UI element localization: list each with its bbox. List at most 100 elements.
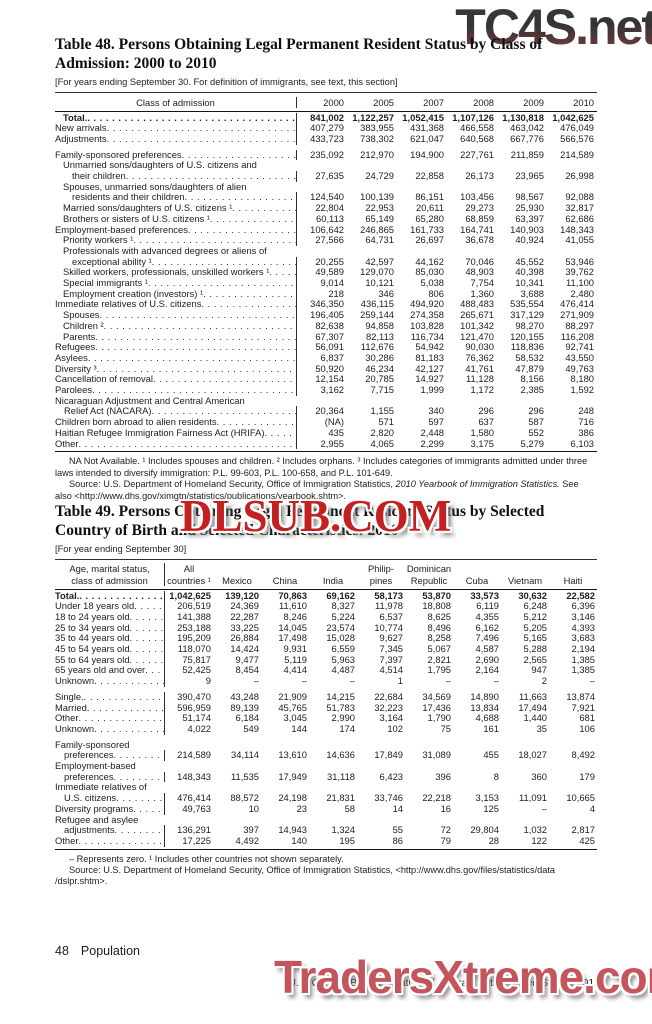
table-row: Employment creation (investors) ¹ . . . … [55, 287, 597, 300]
table-49-header: Age, marital status, All Philip- Dominican c… [55, 559, 597, 590]
table-row: Married sons/daughters of U.S. citizens … [55, 202, 597, 214]
table-cell: 7,496 [475, 633, 499, 644]
table-row: Unmarried sons/daughters of U.S. citizen… [55, 160, 597, 171]
table-cell: 34,114 [231, 750, 259, 761]
table-cell: 125 [483, 803, 499, 814]
row-cells: 20,364 1,155 340 296 296 248 [296, 406, 597, 418]
table-cell: 2,299 [420, 438, 444, 449]
table-cell: 196,405 [310, 310, 344, 321]
column-header: Haiti [563, 574, 583, 586]
leader-dots: . . . . . . . . . . . . . . . . . . . . … [232, 203, 296, 214]
table-49-note: [For year ending September 30] [55, 544, 187, 554]
column-header: 2010 [573, 96, 594, 108]
table-cell: 621,047 [410, 133, 444, 144]
page-footer-left: 48 Population [55, 944, 140, 958]
table-row: Parents . . . . . . . . . . . . . . . . … [55, 331, 597, 343]
row-label: Family-sponsored [55, 738, 130, 750]
table-cell: 476,049 [560, 123, 594, 134]
column-header: India [322, 574, 344, 586]
table-cell: 51,174 [182, 713, 211, 724]
table-cell: 390,470 [177, 691, 211, 702]
table-cell: 194,900 [410, 149, 444, 160]
row-label-cell: Unmarried sons/daughters of U.S. citizen… [55, 160, 296, 171]
row-cells: 435 2,820 2,448 1,580 552 386 [296, 427, 597, 439]
row-label-cell: U.S. citizens . . . . . . . . . . . . . … [55, 792, 164, 804]
row-label-cell: adjustments . . . . . . . . . . . . . . … [55, 825, 164, 836]
row-label: Asylees [55, 351, 88, 363]
leader-dots: . . . . . . . . . . . . . . . . . . . . … [94, 723, 164, 734]
table-cell: 6,396 [571, 601, 595, 612]
table-cell: 26,697 [415, 235, 444, 246]
table-row: Under 18 years old . . . . . . . . . . .… [55, 600, 597, 612]
table-cell: 346 [378, 288, 394, 299]
table-cell: 1,032 [523, 825, 547, 836]
table-row: Spouses, unmarried sons/daughters of ali… [55, 181, 597, 193]
row-label: Other [55, 437, 79, 449]
leader-dots: . . . . . . . . . . . . . . . . . . . . … [125, 171, 296, 182]
table-cell: 21,909 [278, 691, 307, 702]
table-cell: 22,218 [422, 793, 451, 804]
table-cell: 2,565 [523, 654, 547, 665]
leader-dots: . . . . . . . . . . . . . . . . . . . . … [87, 352, 296, 363]
table-cell: 41,055 [565, 235, 594, 246]
table-cell: 49,589 [315, 267, 344, 278]
table-cell: 6,184 [235, 713, 259, 724]
table-49-section: Table 49. Persons Obtaining Legal Perman… [55, 503, 597, 888]
row-cells: 346,350 436,115 494,920 488,483 535,554 476,4… [296, 299, 597, 311]
table-cell: 265,671 [460, 310, 494, 321]
table-cell: 4 [589, 803, 595, 814]
table-cell: 179 [579, 771, 595, 782]
table-cell: 6,837 [320, 352, 344, 363]
table-cell: – [301, 676, 307, 687]
table-cell: 1,580 [470, 427, 494, 438]
row-label-cell: 65 years old and over . . . . . . . . . … [55, 665, 164, 676]
table-row: exceptional ability ¹ . . . . . . . . . … [55, 256, 597, 268]
row-label: Employment creation (investors) ¹ [63, 287, 204, 299]
table-cell: 488,483 [460, 299, 494, 310]
column-header: Vietnam [507, 574, 543, 586]
table-row: Diversity programs . . . . . . . . . . .… [55, 803, 597, 815]
table-cell: 144 [291, 723, 307, 734]
table-cell: 346,350 [310, 299, 344, 310]
table-cell: 27,566 [315, 235, 344, 246]
table-row: Refugees . . . . . . . . . . . . . . . .… [55, 342, 597, 353]
row-cells: 67,307 82,113 116,734 121,470 120,155 116,208 [296, 331, 597, 343]
table-cell: 2,194 [571, 644, 595, 655]
row-cells: 52,425 8,454 4,414 4,487 4,514 1,795 2,164 947 1… [164, 665, 597, 677]
table-cell: 8,246 [283, 611, 307, 622]
table-cell: 13,834 [470, 702, 499, 713]
column-header: 2007 [423, 96, 444, 108]
table-cell: 14,424 [230, 644, 259, 655]
table-cell: 26,998 [565, 171, 594, 182]
table-cell: 253,188 [177, 622, 211, 633]
table-cell: 9 [205, 676, 211, 687]
row-label: Brothers or sisters of U.S. citizens ¹ [63, 212, 210, 224]
table-row: Nicaraguan Adjustment and Central Americ… [55, 395, 597, 407]
table-cell: 98,567 [515, 192, 544, 203]
leader-dots: . . . . . . . . . . . . . . . . . . . . … [103, 320, 296, 331]
table-row: Children born abroad to alien residents … [55, 416, 597, 428]
table-cell: 22,953 [365, 203, 394, 214]
watermark-tradersxtreme: TradersXtreme.com [274, 951, 652, 1003]
column-header-stub: class of admission [71, 574, 148, 586]
row-cells: 195,209 26,884 17,498 15,028 9,627 8,258 7,496… [164, 633, 597, 645]
row-cells: 407,279 383,955 431,368 466,558 463,042 476,0… [296, 123, 597, 134]
table-cell: 5,165 [523, 633, 547, 644]
table-cell: 30,286 [365, 352, 394, 363]
row-label-cell: Total. . . . . . . . . . . . . . . . . .… [55, 112, 296, 124]
table-cell: 17,949 [278, 771, 307, 782]
table-row: 65 years old and over . . . . . . . . . … [55, 665, 597, 677]
table-cell: 116,734 [410, 331, 444, 342]
table-row: preferences . . . . . . . . . . . . . . … [55, 750, 597, 762]
table-row: Asylees . . . . . . . . . . . . . . . . … [55, 351, 597, 364]
table-cell: 9,627 [379, 633, 403, 644]
row-label: U.S. citizens [64, 792, 117, 804]
table-cell: 218 [328, 288, 344, 299]
table-row: Family-sponsored preferences . . . . . .… [55, 149, 597, 161]
table-cell: 1,790 [427, 713, 451, 724]
table-cell: 31,089 [422, 750, 451, 761]
row-label: Under 18 years old [55, 600, 135, 612]
table-cell: 5,212 [523, 611, 547, 622]
section-name: Population [80, 944, 140, 958]
table-row: 45 to 54 years old . . . . . . . . . . .… [55, 643, 597, 655]
